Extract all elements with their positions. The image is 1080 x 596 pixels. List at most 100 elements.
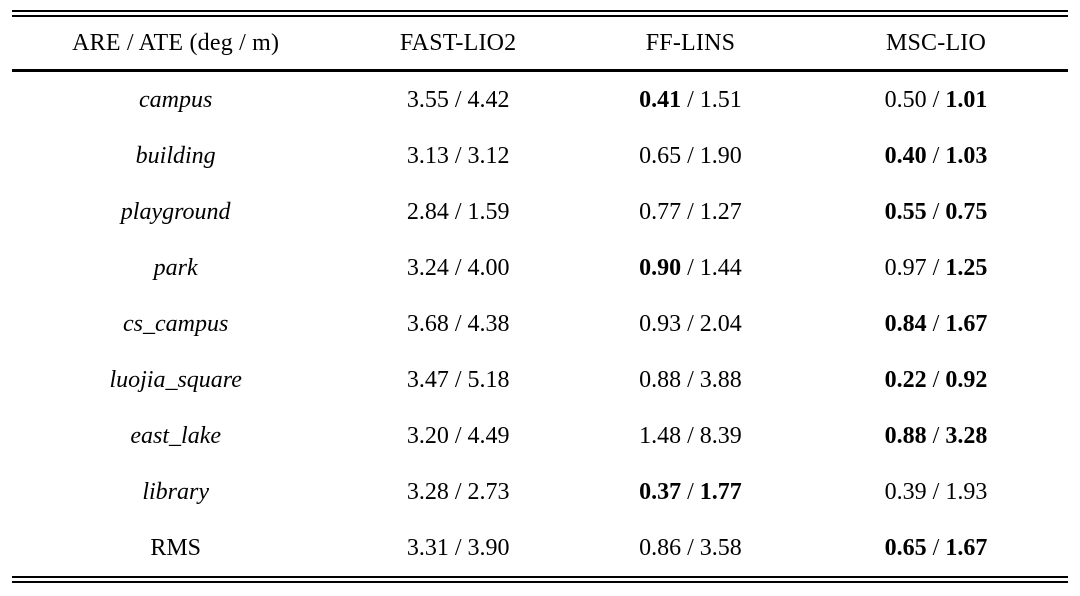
are-value: 3.55: [406, 86, 449, 113]
ate-value: 3.58: [699, 534, 742, 561]
value-separator: /: [926, 534, 946, 561]
ate-value: 8.39: [699, 422, 742, 449]
table-row: east_lake 3.20 / 4.49 1.48 / 8.39 0.88 / 3.…: [12, 408, 1068, 464]
value-separator: /: [681, 310, 700, 337]
value-separator: /: [681, 198, 700, 225]
sequence-label: campus: [139, 86, 213, 113]
are-value: 0.93: [639, 310, 682, 337]
value-separator: /: [681, 478, 700, 505]
table-row: luojia_square 3.47 / 5.18 0.88 / 3.88 0.22 …: [12, 352, 1068, 408]
metric-cell: 0.88 / 3.88: [577, 352, 804, 408]
ate-value: 1.44: [699, 254, 742, 281]
ate-value: 1.03: [945, 142, 988, 169]
metric-cell: 3.24 / 4.00: [339, 240, 577, 296]
sequence-label: library: [142, 478, 210, 505]
value-separator: /: [926, 478, 946, 505]
value-separator: /: [448, 534, 468, 561]
value-separator: /: [681, 142, 700, 169]
ate-value: 4.38: [467, 310, 510, 337]
value-separator: /: [681, 254, 700, 281]
are-value: 3.47: [406, 366, 449, 393]
are-value: 1.48: [639, 422, 682, 449]
are-value: 3.68: [406, 310, 449, 337]
table-row: building 3.13 / 3.12 0.65 / 1.90 0.40 / 1.0…: [12, 128, 1068, 184]
table-row: park 3.24 / 4.00 0.90 / 1.44 0.97 / 1.25: [12, 240, 1068, 296]
ate-value: 5.18: [467, 366, 510, 393]
metric-cell: 3.13 / 3.12: [339, 128, 577, 184]
sequence-label: luojia_square: [109, 366, 242, 393]
ate-value: 4.49: [467, 422, 510, 449]
value-separator: /: [448, 478, 468, 505]
results-table: ARE / ATE (deg / m) FAST-LIO2 FF-LINS MS…: [12, 10, 1068, 583]
ate-value: 3.90: [467, 534, 510, 561]
sequence-label: park: [153, 254, 198, 281]
table-row: cs_campus 3.68 / 4.38 0.93 / 2.04 0.84 / 1.…: [12, 296, 1068, 352]
are-value: 3.20: [406, 422, 449, 449]
ate-value: 1.67: [945, 534, 988, 561]
are-value: 2.84: [406, 198, 449, 225]
are-value: 0.65: [639, 142, 682, 169]
column-header-metric: ARE / ATE (deg / m): [72, 29, 280, 56]
value-separator: /: [681, 534, 700, 561]
are-value: 0.39: [884, 478, 927, 505]
metric-cell: 3.20 / 4.49: [339, 408, 577, 464]
ate-value: 2.73: [467, 478, 510, 505]
are-value: 0.22: [884, 366, 927, 393]
ate-value: 1.51: [699, 86, 742, 113]
ate-value: 1.01: [945, 86, 988, 113]
metric-cell: 0.93 / 2.04: [577, 296, 804, 352]
sequence-label: RMS: [150, 534, 202, 561]
are-value: 0.77: [639, 198, 682, 225]
column-header-ff-lins: FF-LINS: [645, 29, 736, 56]
metric-cell: 0.97 / 1.25: [804, 240, 1068, 296]
metric-cell: 0.37 / 1.77: [577, 464, 804, 520]
metric-cell: 0.41 / 1.51: [577, 71, 804, 129]
value-separator: /: [926, 310, 946, 337]
sequence-label: east_lake: [130, 422, 221, 449]
table-row: library 3.28 / 2.73 0.37 / 1.77 0.39 / 1.93: [12, 464, 1068, 520]
are-value: 0.50: [884, 86, 927, 113]
value-separator: /: [448, 310, 468, 337]
are-value: 3.31: [406, 534, 449, 561]
are-value: 0.88: [639, 366, 682, 393]
are-value: 3.28: [406, 478, 449, 505]
column-header-fast-lio2: FAST-LIO2: [399, 29, 517, 56]
are-value: 3.13: [406, 142, 449, 169]
table-row: campus 3.55 / 4.42 0.41 / 1.51 0.50 / 1.01: [12, 71, 1068, 129]
value-separator: /: [448, 254, 468, 281]
metric-cell: 3.31 / 3.90: [339, 520, 577, 580]
are-value: 0.86: [639, 534, 682, 561]
metric-cell: 3.55 / 4.42: [339, 71, 577, 129]
ate-value: 1.77: [699, 478, 742, 505]
value-separator: /: [681, 366, 700, 393]
are-value: 0.55: [884, 198, 927, 225]
metric-cell: 0.84 / 1.67: [804, 296, 1068, 352]
value-separator: /: [926, 86, 946, 113]
metric-cell: 0.88 / 3.28: [804, 408, 1068, 464]
sequence-label: building: [135, 142, 216, 169]
ate-value: 4.42: [467, 86, 510, 113]
metric-cell: 0.40 / 1.03: [804, 128, 1068, 184]
metric-cell: 3.68 / 4.38: [339, 296, 577, 352]
value-separator: /: [448, 198, 468, 225]
metric-cell: 0.86 / 3.58: [577, 520, 804, 580]
ate-value: 1.67: [945, 310, 988, 337]
metric-cell: 0.22 / 0.92: [804, 352, 1068, 408]
ate-value: 4.00: [467, 254, 510, 281]
metric-cell: 0.65 / 1.90: [577, 128, 804, 184]
ate-value: 1.25: [945, 254, 988, 281]
value-separator: /: [448, 86, 468, 113]
ate-value: 2.04: [699, 310, 742, 337]
metric-cell: 3.47 / 5.18: [339, 352, 577, 408]
ate-value: 1.59: [467, 198, 510, 225]
are-value: 0.37: [639, 478, 682, 505]
are-value: 0.90: [639, 254, 682, 281]
value-separator: /: [926, 366, 946, 393]
value-separator: /: [448, 422, 468, 449]
metric-cell: 0.65 / 1.67: [804, 520, 1068, 580]
sequence-label: playground: [120, 198, 231, 225]
are-value: 0.65: [884, 534, 927, 561]
table-row: RMS 3.31 / 3.90 0.86 / 3.58 0.65 / 1.67: [12, 520, 1068, 580]
are-value: 0.84: [884, 310, 927, 337]
metric-cell: 0.39 / 1.93: [804, 464, 1068, 520]
